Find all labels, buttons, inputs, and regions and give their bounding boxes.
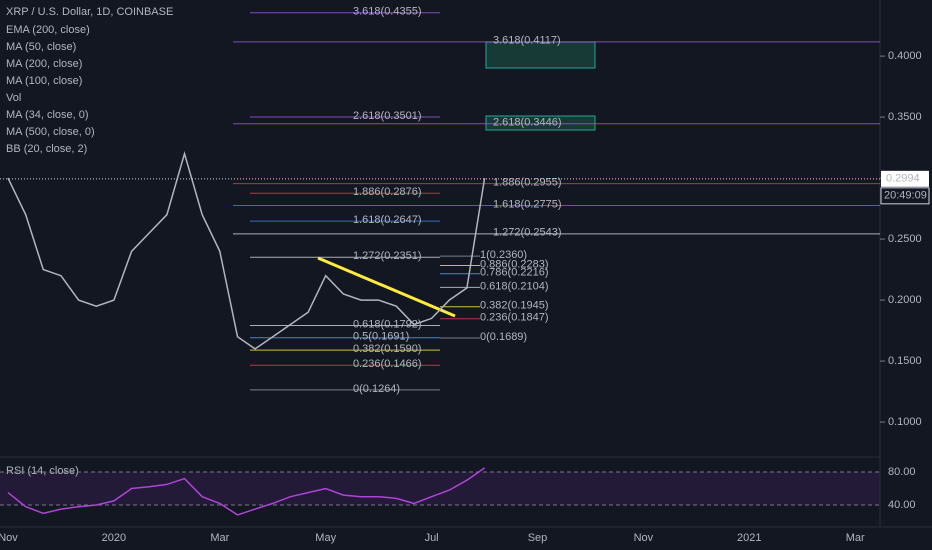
fib-label: 0.786(0.2216) [480,267,549,279]
timer-box [880,187,930,205]
trend-line [317,256,456,318]
fib-label: 0.236(0.1466) [353,358,422,370]
y-tick-label: 0.2500 [888,233,922,245]
y-tick-label: 0.4000 [888,50,922,62]
x-tick-label: Nov [0,532,18,544]
rsi-tick-label: 80.00 [888,466,916,478]
target-box [485,41,596,69]
y-tick-label: 0.2000 [888,294,922,306]
fib-label: 0.236(0.1847) [480,312,549,324]
x-tick-label: 2020 [102,532,126,544]
fib-label: 1.886(0.2955) [493,176,562,188]
x-tick-label: Sep [528,532,548,544]
fib-label: 0.382(0.1590) [353,343,422,355]
indicator-label: EMA (200, close) [6,24,90,36]
target-box [485,115,596,131]
timer-label: 20:49:09 [884,190,927,202]
y-tick-label: 0.1500 [888,355,922,367]
indicator-label: MA (200, close) [6,58,82,70]
y-tick-label: 0.3500 [888,111,922,123]
rsi-line [7,467,486,516]
rsi-tick-label: 40.00 [888,499,916,511]
indicator-label: Vol [6,92,21,104]
fib-label: 1.618(0.2647) [353,214,422,226]
rsi-band [0,472,880,505]
x-tick-label: Nov [634,532,654,544]
fib-label: 1.272(0.2351) [353,250,422,262]
fib-label: 2.618(0.3446) [493,117,562,129]
x-tick-label: 2021 [737,532,761,544]
x-tick-label: May [315,532,336,544]
chart-title: XRP / U.S. Dollar, 1D, COINBASE [6,6,173,18]
x-tick-label: Jul [425,532,439,544]
fib-label: 0.618(0.1792) [353,318,422,330]
y-tick-label: 0.1000 [888,416,922,428]
x-tick-label: Mar [210,532,229,544]
indicator-label: MA (500, close, 0) [6,126,95,138]
fib-label: 0.382(0.1945) [480,300,549,312]
x-tick-label: Mar [846,532,865,544]
fib-label: 0.886(0.2283) [480,258,549,270]
fib-label: 0(0.1264) [353,383,400,395]
price-line [7,151,486,350]
indicator-label: MA (50, close) [6,41,76,53]
fib-label: 3.618(0.4117) [493,35,561,47]
fib-label: 1.272(0.2543) [493,227,562,239]
fib-label: 0(0.1689) [480,331,527,343]
fib-label: 0.5(0.1691) [353,331,409,343]
indicator-label: BB (20, close, 2) [6,143,87,155]
last-price-box [881,170,929,187]
fib-label: 1.618(0.2775) [493,198,562,210]
rsi-title: RSI (14, close) [6,465,79,477]
fib-label: 1(0.2360) [480,249,527,261]
fib-label: 2.618(0.3501) [353,110,422,122]
fib-label: 3.618(0.4355) [353,6,422,18]
last-price-label: 0.2994 [886,173,920,185]
indicator-label: MA (34, close, 0) [6,109,89,121]
fib-label: 0.618(0.2104) [480,280,549,292]
fib-label: 1.886(0.2876) [353,186,422,198]
indicator-label: MA (100, close) [6,75,82,87]
